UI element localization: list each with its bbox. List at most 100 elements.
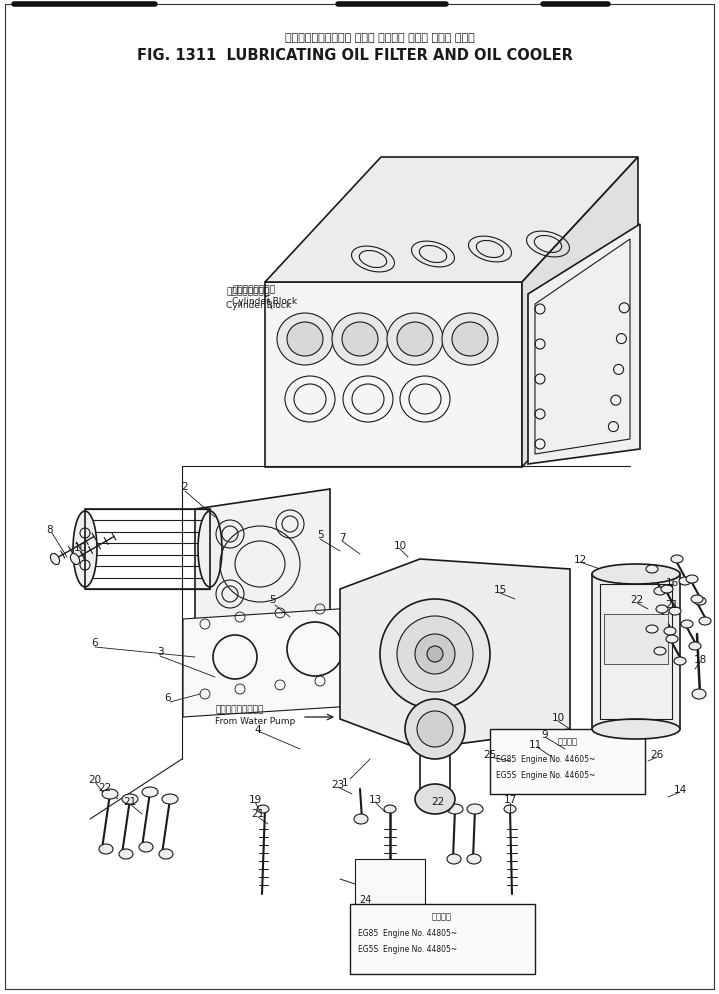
Ellipse shape [679, 578, 691, 585]
Text: 9: 9 [541, 730, 549, 740]
Text: Cylinder Block: Cylinder Block [226, 300, 291, 309]
Ellipse shape [342, 323, 378, 357]
Text: 21: 21 [665, 599, 679, 609]
Text: 24: 24 [359, 894, 371, 905]
Polygon shape [522, 158, 638, 467]
Polygon shape [195, 489, 330, 644]
Ellipse shape [592, 565, 680, 584]
Ellipse shape [654, 647, 666, 655]
Text: From Water Pump: From Water Pump [215, 717, 296, 726]
Ellipse shape [415, 634, 455, 674]
Polygon shape [265, 158, 638, 282]
Ellipse shape [681, 620, 693, 628]
Text: 14: 14 [674, 784, 687, 794]
Ellipse shape [139, 842, 153, 852]
Text: 16: 16 [665, 578, 679, 587]
Bar [604, 614, 668, 664]
Ellipse shape [70, 554, 80, 565]
Ellipse shape [417, 712, 453, 747]
Ellipse shape [664, 627, 676, 635]
Polygon shape [183, 599, 493, 718]
Text: EG85  Engine No. 44805~: EG85 Engine No. 44805~ [358, 928, 457, 937]
Ellipse shape [691, 595, 703, 603]
Ellipse shape [646, 566, 658, 574]
Text: 5: 5 [269, 594, 275, 604]
Text: 適用底張: 適用底張 [558, 737, 578, 746]
Text: ウォータポンプから: ウォータポンプから [215, 705, 263, 714]
Ellipse shape [467, 804, 483, 814]
Ellipse shape [384, 805, 396, 813]
Ellipse shape [287, 323, 323, 357]
Ellipse shape [397, 616, 473, 692]
Ellipse shape [692, 689, 706, 700]
Text: 20: 20 [88, 774, 101, 784]
Text: 10: 10 [73, 543, 86, 553]
Ellipse shape [277, 314, 333, 366]
Ellipse shape [162, 794, 178, 804]
Ellipse shape [504, 805, 516, 813]
Polygon shape [340, 560, 570, 749]
Text: 7: 7 [339, 533, 345, 543]
Bar [490, 730, 645, 794]
Text: 4: 4 [255, 725, 261, 735]
Ellipse shape [666, 635, 678, 643]
Bar [350, 905, 535, 974]
Text: 19: 19 [248, 794, 262, 804]
Ellipse shape [699, 617, 711, 625]
Text: Cylinder Block: Cylinder Block [232, 297, 297, 306]
Ellipse shape [380, 599, 490, 710]
Text: EG5S  Engine No. 44605~: EG5S Engine No. 44605~ [496, 769, 595, 778]
Text: 18: 18 [693, 654, 707, 664]
Text: EG85  Engine No. 44605~: EG85 Engine No. 44605~ [496, 753, 595, 762]
Text: 適用底張: 適用底張 [432, 911, 452, 920]
Ellipse shape [592, 720, 680, 740]
Text: 1: 1 [342, 777, 348, 787]
Text: 6: 6 [92, 637, 99, 647]
Ellipse shape [332, 314, 388, 366]
Ellipse shape [467, 854, 481, 864]
Ellipse shape [354, 814, 368, 824]
Ellipse shape [198, 512, 222, 587]
Ellipse shape [442, 314, 498, 366]
Ellipse shape [102, 789, 118, 799]
Text: シリンダブロック: シリンダブロック [232, 285, 275, 294]
Text: 21: 21 [252, 808, 265, 818]
Text: 13: 13 [368, 794, 382, 804]
Ellipse shape [452, 323, 488, 357]
Ellipse shape [656, 605, 668, 613]
Bar [592, 575, 680, 730]
Ellipse shape [257, 805, 269, 813]
Text: EG5S  Engine No. 44805~: EG5S Engine No. 44805~ [358, 944, 457, 953]
Ellipse shape [50, 554, 60, 565]
Text: 26: 26 [651, 749, 664, 759]
Text: ルーブリケーティング オイル フィルタ および オイル クーラ: ルーブリケーティング オイル フィルタ および オイル クーラ [285, 33, 475, 43]
Text: 5: 5 [316, 530, 324, 540]
Text: 2: 2 [182, 481, 188, 491]
Text: 23: 23 [331, 779, 344, 789]
Text: 11: 11 [528, 740, 541, 749]
Ellipse shape [689, 642, 701, 650]
Ellipse shape [661, 585, 673, 593]
Text: 10: 10 [551, 713, 564, 723]
Ellipse shape [73, 512, 97, 587]
Ellipse shape [427, 646, 443, 662]
Ellipse shape [674, 657, 686, 665]
Ellipse shape [447, 854, 461, 864]
Ellipse shape [646, 625, 658, 633]
Ellipse shape [686, 576, 698, 583]
Bar [85, 510, 210, 589]
Ellipse shape [99, 844, 113, 854]
Ellipse shape [122, 794, 138, 804]
Text: 22: 22 [431, 796, 444, 806]
Bar [355, 859, 425, 914]
Polygon shape [528, 225, 640, 464]
Text: 21: 21 [124, 796, 137, 806]
Ellipse shape [671, 556, 683, 564]
Ellipse shape [142, 787, 158, 797]
Text: 22: 22 [99, 782, 111, 792]
Ellipse shape [397, 323, 433, 357]
Text: FIG. 1311  LUBRICATING OIL FILTER AND OIL COOLER: FIG. 1311 LUBRICATING OIL FILTER AND OIL… [137, 48, 573, 63]
Ellipse shape [405, 700, 465, 759]
Text: 12: 12 [573, 555, 587, 565]
Text: 3: 3 [157, 646, 163, 656]
